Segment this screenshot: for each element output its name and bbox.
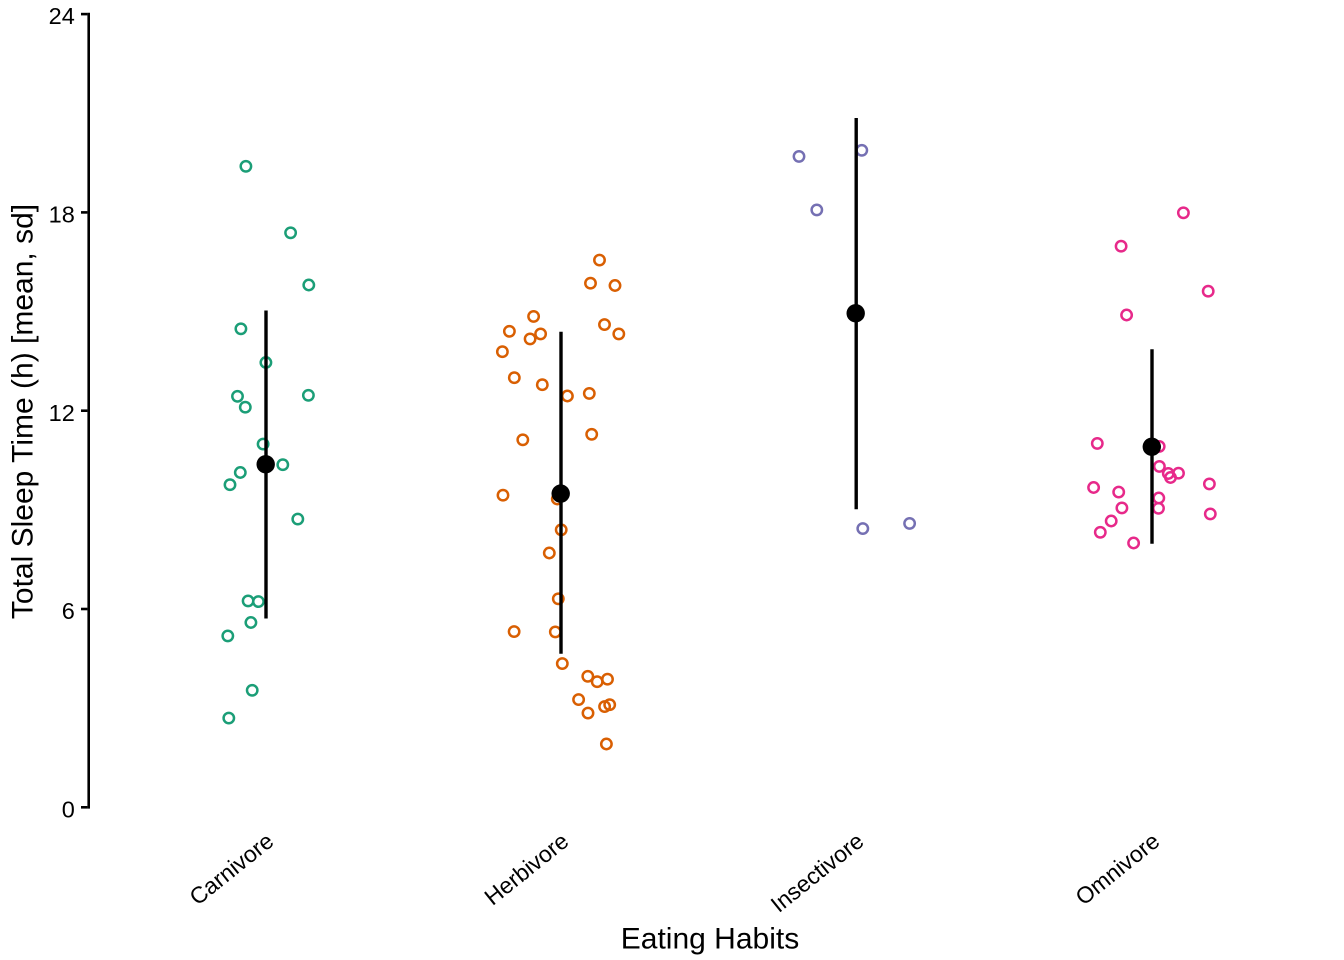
svg-text:24: 24 [49, 3, 75, 29]
svg-text:Eating Habits: Eating Habits [621, 922, 799, 955]
svg-text:12: 12 [49, 400, 75, 426]
svg-text:18: 18 [49, 202, 75, 228]
svg-text:0: 0 [62, 796, 75, 822]
svg-text:Total Sleep Time (h) [mean, sd: Total Sleep Time (h) [mean, sd] [7, 204, 40, 619]
svg-text:6: 6 [62, 598, 75, 624]
